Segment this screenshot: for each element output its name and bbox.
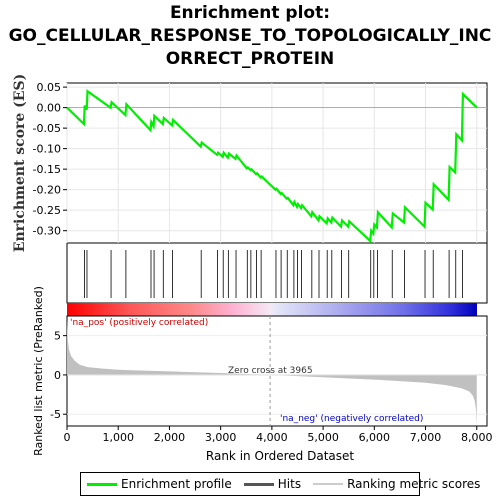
hits-plot [84,250,463,298]
x-tick-label: 3,000 [205,431,237,444]
legend: Enrichment profile Hits Ranking metric s… [80,472,480,496]
es-tick-label: -0.15 [33,163,61,176]
ranking-metric-area [67,319,477,426]
hits-panel [66,242,488,304]
legend-metric-swatch [313,483,344,485]
es-panel [66,82,488,244]
neg-label: 'na_neg' (negatively correlated) [280,414,423,424]
legend-hits-label: Hits [277,477,302,491]
es-tick-label: -0.20 [33,184,61,197]
metric-tick-label: 5 [54,330,61,343]
x-tick-label: 2,000 [154,431,186,444]
es-tick-label: -0.05 [33,122,61,135]
zero-cross-label: Zero cross at 3965 [228,366,313,376]
x-tick-label: 6,000 [359,431,391,444]
pos-label: 'na_pos' (positively correlated) [70,318,208,328]
x-tick-label: 7,000 [410,431,442,444]
metric-tick-label: 0 [54,369,61,382]
metric-tick-label: -5 [50,408,61,421]
rank-color-bar [67,303,477,316]
x-tick-label: 8,000 [461,431,493,444]
legend-metric: Ranking metric scores [313,477,480,491]
es-tick-label: -0.25 [33,204,61,217]
x-tick-label: 4,000 [256,431,288,444]
es-plot [66,83,487,244]
legend-hits: Hits [243,477,302,491]
es-tick-label: 0.05 [37,81,62,94]
legend-profile: Enrichment profile [87,477,232,491]
x-tick-label: 0 [64,431,71,444]
x-tick-label: 1,000 [102,431,134,444]
legend-profile-label: Enrichment profile [121,477,232,491]
x-axis-label: Rank in Ordered Dataset [206,449,354,463]
es-axis-label: Enrichment score (ES) [12,74,28,252]
enrichment-profile-line [66,89,478,244]
chart-title: Enrichment plot: GO_CELLULAR_RESPONSE_TO… [0,2,500,71]
es-tick-label: -0.10 [33,143,61,156]
title-line-2: GO_CELLULAR_RESPONSE_TO_TOPOLOGICALLY_IN… [8,26,492,46]
axes: 0.05 0.00 -0.05 -0.10 -0.15 -0.20 -0.25 -0.30 5 0… [33,81,493,444]
legend-hits-swatch [243,482,274,486]
es-tick-label: 0.00 [37,102,62,115]
es-tick-label: -0.30 [33,225,61,238]
metric-axis-label: Ranked list metric (PreRanked) [32,286,45,456]
title-line-1: Enrichment plot: [169,3,331,23]
legend-profile-swatch [87,482,117,486]
x-tick-label: 5,000 [307,431,339,444]
legend-metric-label: Ranking metric scores [347,477,481,491]
title-line-3: ORRECT_PROTEIN [165,49,335,69]
metric-plot [67,316,487,426]
